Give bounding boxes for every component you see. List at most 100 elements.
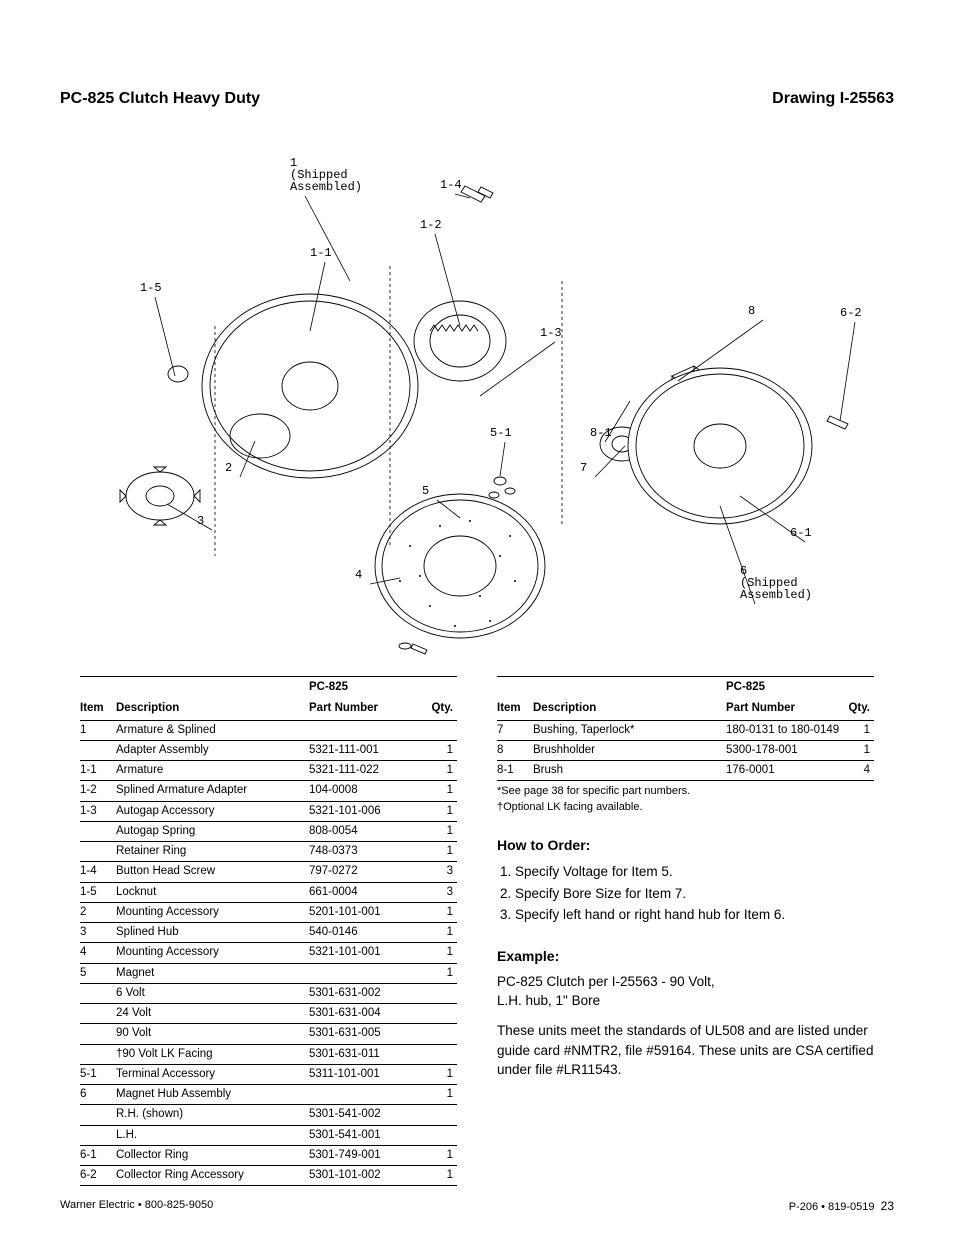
parts-table-right: PC-825 Item Description Part Number Qty.… — [497, 676, 874, 781]
callout-label-8: 8 — [748, 304, 755, 318]
table-row: 7Bushing, Taperlock*180-0131 to 180-0149… — [497, 720, 874, 740]
left-column: PC-825 Item Description Part Number Qty.… — [80, 676, 457, 1186]
model-header-left: PC-825 — [309, 677, 429, 699]
cell-desc: 6 Volt — [116, 983, 309, 1003]
cell-pn: 180-0131 to 180-0149 — [726, 720, 846, 740]
cell-item: 8-1 — [497, 761, 533, 781]
cell-qty: 4 — [846, 761, 874, 781]
cell-item: 1-3 — [80, 801, 116, 821]
table-row: 6-1Collector Ring5301-749-0011 — [80, 1145, 457, 1165]
cell-pn: 176-0001 — [726, 761, 846, 781]
callout-label-7: 7 — [580, 461, 587, 475]
cell-qty — [429, 983, 457, 1003]
cell-desc: Autogap Accessory — [116, 801, 309, 821]
cell-pn: 5301-541-002 — [309, 1105, 429, 1125]
th-pn-r: Part Number — [726, 698, 846, 720]
title-right: Drawing I-25563 — [772, 90, 894, 108]
cell-qty — [429, 1105, 457, 1125]
cell-desc: Splined Hub — [116, 923, 309, 943]
cell-qty: 1 — [429, 1085, 457, 1105]
cell-qty: 1 — [429, 1166, 457, 1186]
table-row: 1-2Splined Armature Adapter104-00081 — [80, 781, 457, 801]
callout-label-5-1: 5-1 — [490, 426, 512, 440]
cell-desc: Terminal Accessory — [116, 1064, 309, 1084]
table-row: 5-1Terminal Accessory5311-101-0011 — [80, 1064, 457, 1084]
order-step: Specify Voltage for Item 5. — [515, 861, 874, 883]
cell-pn: 5311-101-001 — [309, 1064, 429, 1084]
th-item-r: Item — [497, 698, 533, 720]
cell-desc: R.H. (shown) — [116, 1105, 309, 1125]
callout-label-5: 5 — [422, 484, 429, 498]
th-item: Item — [80, 698, 116, 720]
cell-qty — [429, 720, 457, 740]
cell-desc: Retainer Ring — [116, 842, 309, 862]
callout-label-1: 1(ShippedAssembled) — [290, 156, 362, 194]
th-pn: Part Number — [309, 698, 429, 720]
page-header: PC-825 Clutch Heavy Duty Drawing I-25563 — [60, 90, 894, 108]
cell-pn: 5301-631-011 — [309, 1044, 429, 1064]
table-footnotes: *See page 38 for specific part numbers. … — [497, 784, 874, 815]
exploded-diagram: 1(ShippedAssembled)1-41-21-11-51-386-25-… — [60, 126, 894, 666]
cell-qty: 1 — [429, 943, 457, 963]
cell-qty: 1 — [429, 801, 457, 821]
cell-qty: 1 — [429, 963, 457, 983]
title-left: PC-825 Clutch Heavy Duty — [60, 90, 260, 108]
parts-table-left: PC-825 Item Description Part Number Qty.… — [80, 676, 457, 1186]
callout-label-1-4: 1-4 — [440, 178, 462, 192]
cell-qty — [429, 1004, 457, 1024]
cell-qty — [429, 1044, 457, 1064]
cell-desc: Brush — [533, 761, 726, 781]
cell-pn: 5301-749-001 — [309, 1145, 429, 1165]
callout-label-4: 4 — [355, 568, 362, 582]
cell-item: 6-1 — [80, 1145, 116, 1165]
table-row: 1-5Locknut661-00043 — [80, 882, 457, 902]
callout-label-1-2: 1-2 — [420, 218, 442, 232]
cell-qty: 3 — [429, 862, 457, 882]
cell-desc: 24 Volt — [116, 1004, 309, 1024]
table-row: 8Brushholder5300-178-0011 — [497, 740, 874, 760]
callout-label-1-1: 1-1 — [310, 246, 332, 260]
cell-pn — [309, 720, 429, 740]
footer-left: Warner Electric • 800-825-9050 — [60, 1199, 213, 1213]
cell-desc: Magnet Hub Assembly — [116, 1085, 309, 1105]
cell-item: 1 — [80, 720, 116, 740]
footer-doc-id: P-206 • 819-0519 — [789, 1201, 875, 1213]
table-row: Autogap Spring808-00541 — [80, 821, 457, 841]
callout-label-3: 3 — [197, 514, 204, 528]
cell-qty: 1 — [846, 740, 874, 760]
cell-desc: Adapter Assembly — [116, 740, 309, 760]
cell-item — [80, 740, 116, 760]
table-row: 3Splined Hub540-01461 — [80, 923, 457, 943]
cell-pn: 5301-631-004 — [309, 1004, 429, 1024]
cell-pn: 5301-631-002 — [309, 983, 429, 1003]
cell-pn: 808-0054 — [309, 821, 429, 841]
cell-item: 1-4 — [80, 862, 116, 882]
table-row: 8-1Brush176-00014 — [497, 761, 874, 781]
cell-item: 2 — [80, 902, 116, 922]
cell-desc: L.H. — [116, 1125, 309, 1145]
order-step: Specify left hand or right hand hub for … — [515, 904, 874, 926]
table-row: L.H.5301-541-001 — [80, 1125, 457, 1145]
cell-item — [80, 1125, 116, 1145]
table-row: 6 Volt5301-631-002 — [80, 983, 457, 1003]
cell-desc: Collector Ring — [116, 1145, 309, 1165]
cell-item: 3 — [80, 923, 116, 943]
cell-qty — [429, 1125, 457, 1145]
cell-qty: 1 — [429, 740, 457, 760]
cell-qty: 1 — [846, 720, 874, 740]
cell-item: 5-1 — [80, 1064, 116, 1084]
th-qty-r: Qty. — [846, 698, 874, 720]
cell-qty: 1 — [429, 1145, 457, 1165]
cell-pn: 797-0272 — [309, 862, 429, 882]
cell-pn: 5301-631-005 — [309, 1024, 429, 1044]
cell-qty: 1 — [429, 923, 457, 943]
cell-qty: 3 — [429, 882, 457, 902]
cell-qty: 1 — [429, 821, 457, 841]
table-row: 6-2Collector Ring Accessory5301-101-0021 — [80, 1166, 457, 1186]
cell-qty — [429, 1024, 457, 1044]
cell-pn — [309, 963, 429, 983]
how-to-order-list: Specify Voltage for Item 5.Specify Bore … — [497, 861, 874, 926]
cell-item: 4 — [80, 943, 116, 963]
cell-pn: 104-0008 — [309, 781, 429, 801]
cell-item: 7 — [497, 720, 533, 740]
